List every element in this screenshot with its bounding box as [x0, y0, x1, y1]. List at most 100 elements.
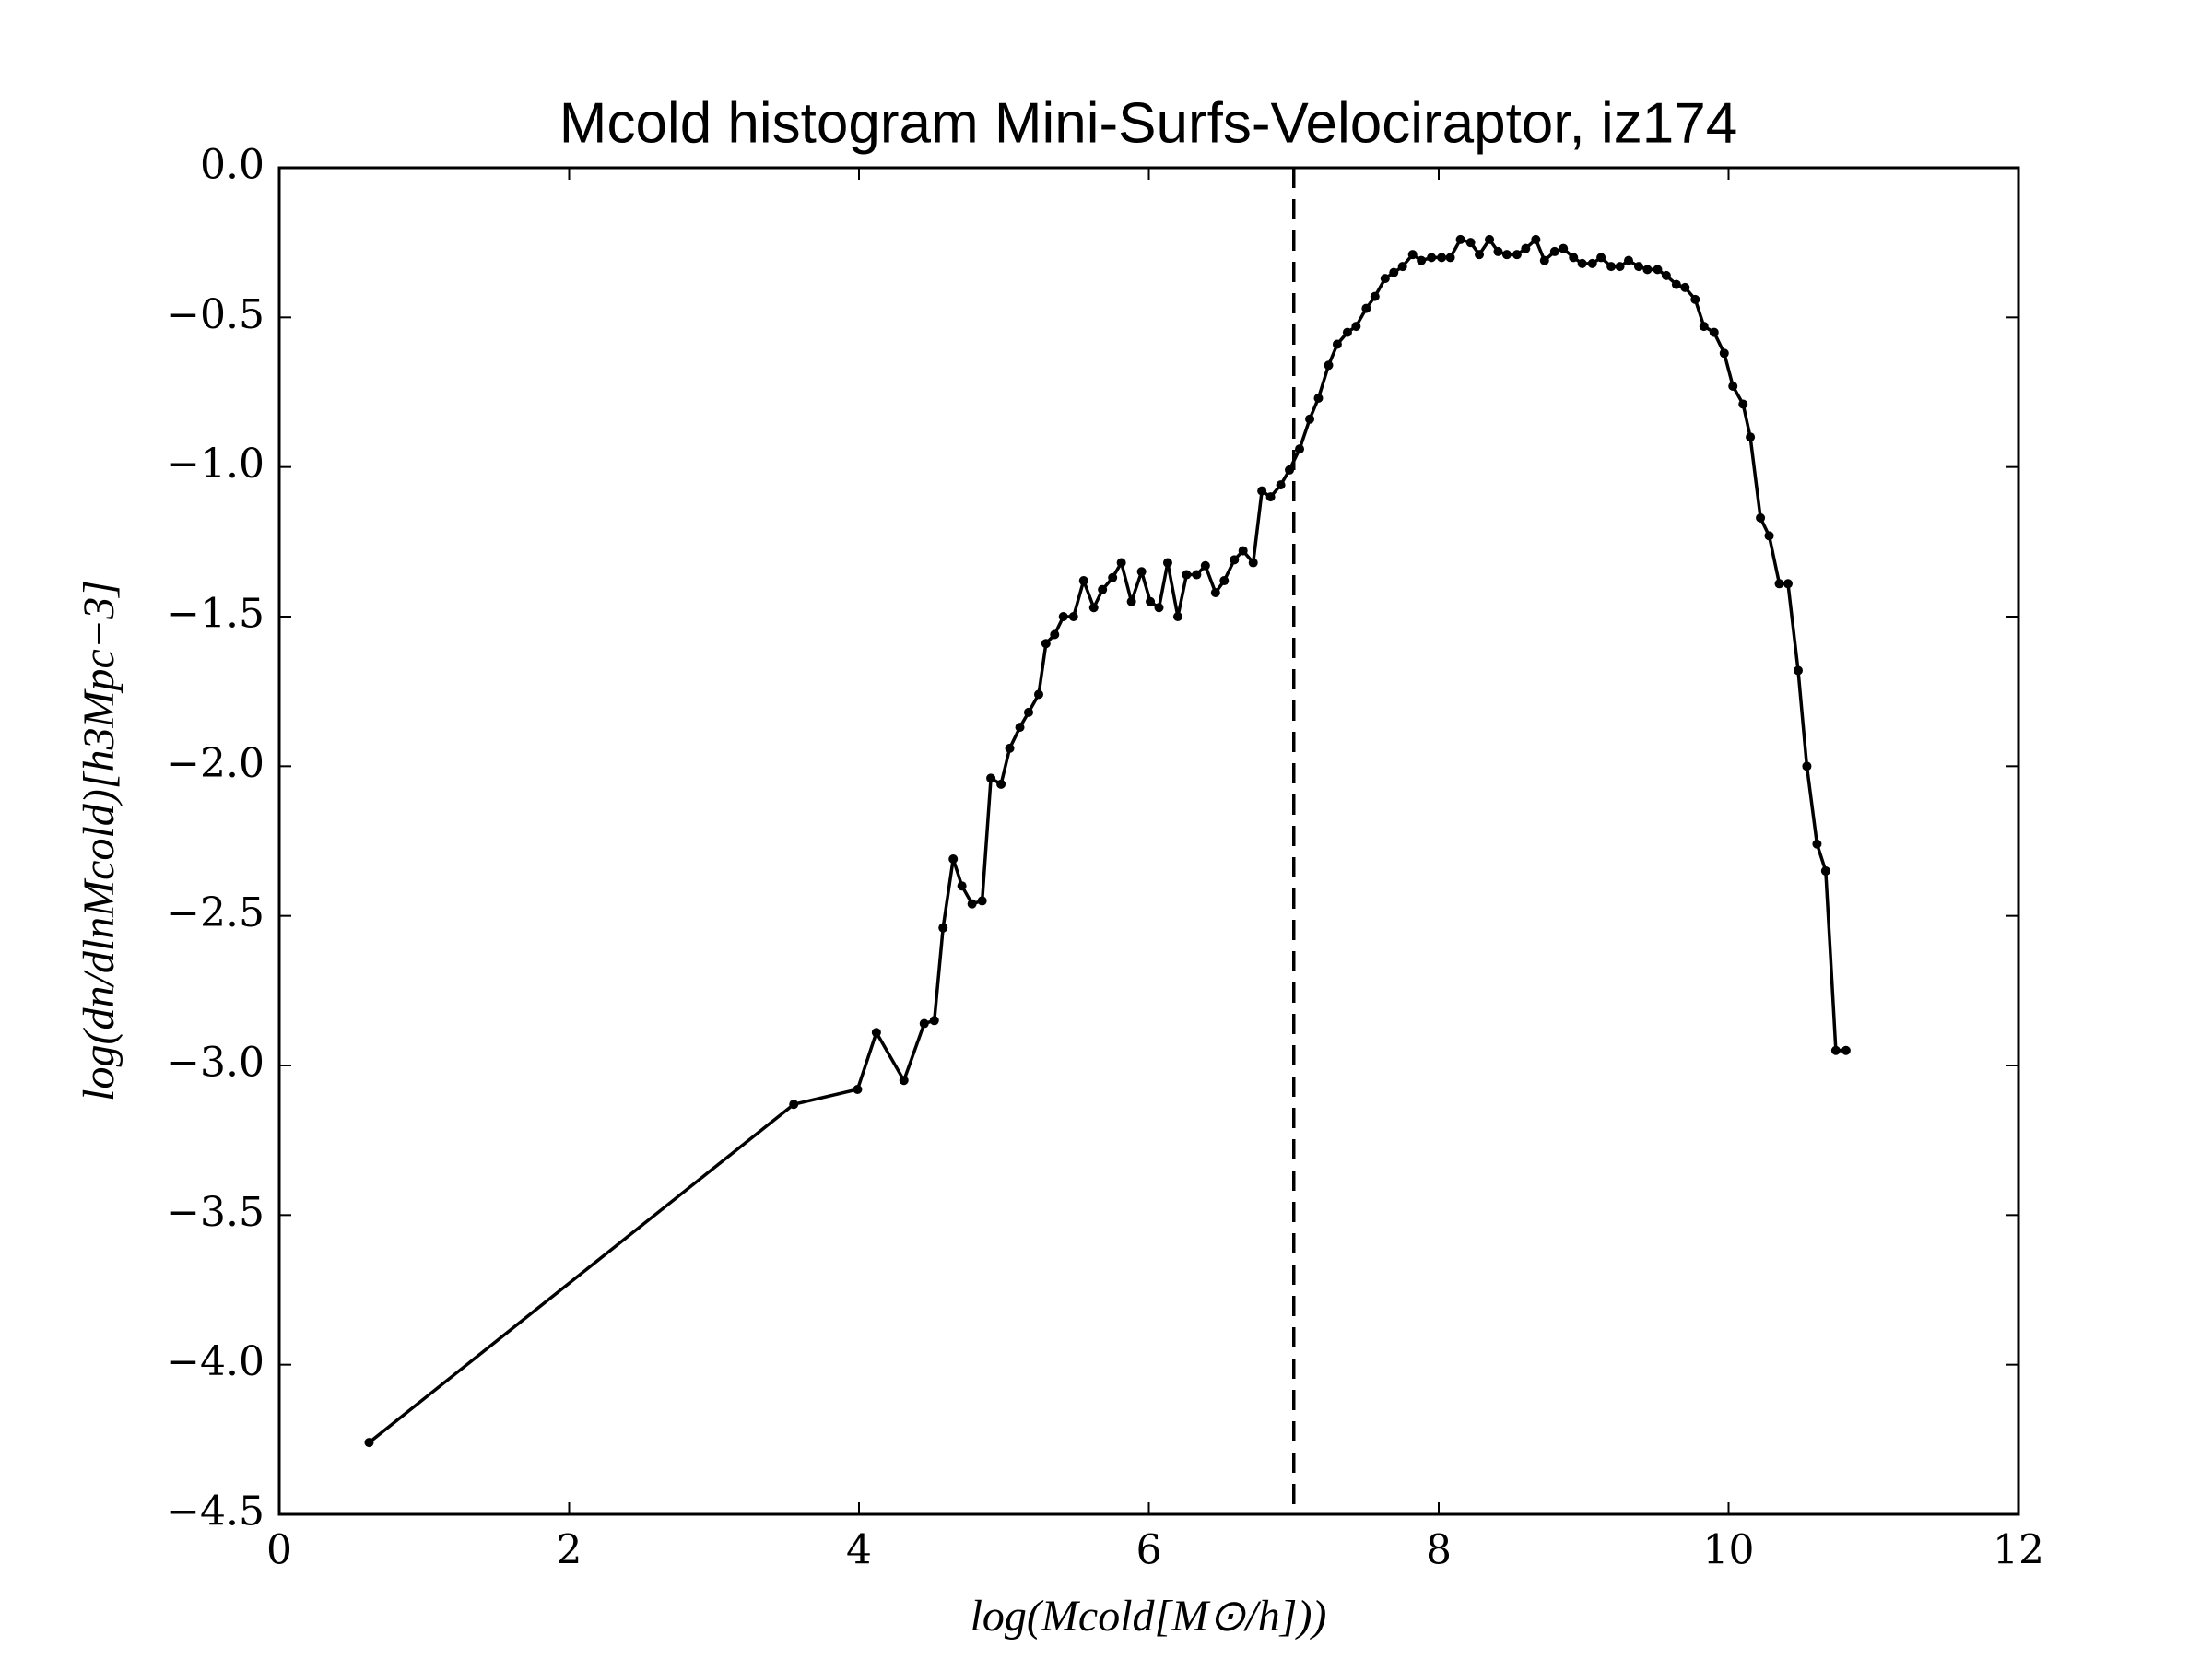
data-line: [368, 238, 1846, 1444]
data-point: [967, 899, 977, 909]
data-point: [1238, 546, 1248, 556]
y-tick-label: 0.0: [200, 142, 265, 189]
data-point: [1417, 255, 1427, 265]
data-point: [977, 896, 987, 906]
data-point: [1549, 246, 1559, 256]
data-point: [1539, 255, 1549, 265]
data-point: [1577, 258, 1587, 268]
data-point: [1397, 262, 1407, 272]
data-point: [929, 1016, 939, 1026]
y-tick-label: −3.5: [166, 1189, 265, 1236]
y-tick-label: −1.0: [166, 441, 265, 488]
data-point: [1058, 612, 1068, 621]
data-point: [1699, 322, 1709, 332]
data-point: [1642, 265, 1653, 275]
data-point: [1653, 265, 1663, 275]
data-point: [1680, 282, 1690, 292]
plot-frame: [277, 166, 2020, 1516]
data-point: [1265, 492, 1276, 502]
data-point: [1830, 1045, 1841, 1055]
data-point: [899, 1076, 909, 1086]
x-tick-label: 2: [557, 1527, 582, 1574]
data-point: [1455, 234, 1465, 244]
data-point: [1078, 576, 1088, 586]
data-point: [1219, 576, 1230, 586]
y-tick-label: −2.0: [166, 740, 265, 787]
x-axis-label: log(Mcold[M⊙/h])): [971, 1592, 1327, 1641]
y-tick-label: −4.5: [166, 1488, 265, 1535]
data-point: [1587, 258, 1597, 268]
x-tick-label: 10: [1703, 1527, 1755, 1574]
data-point: [789, 1100, 799, 1110]
data-point: [1501, 250, 1512, 260]
data-point: [1671, 279, 1681, 289]
data-point: [1793, 665, 1803, 676]
data-point: [919, 1018, 929, 1029]
data-point: [1098, 584, 1108, 594]
data-point: [1738, 399, 1748, 409]
data-point: [1690, 294, 1700, 304]
data-point: [1719, 348, 1729, 359]
data-point: [1068, 612, 1078, 621]
data-point: [853, 1084, 863, 1094]
data-point: [1285, 465, 1295, 475]
data-point: [1162, 558, 1172, 568]
y-tick-label: −4.0: [166, 1338, 265, 1385]
data-point: [1615, 262, 1625, 272]
chart-title: Mcold histogram Mini-Surfs-Velociraptor,…: [559, 91, 1737, 155]
data-point: [1313, 393, 1324, 403]
data-point: [1041, 639, 1051, 649]
data-point: [938, 923, 948, 933]
data-point: [1005, 743, 1015, 753]
data-point: [1389, 267, 1399, 277]
data-point: [1512, 250, 1522, 260]
data-point: [1802, 761, 1812, 771]
data-point: [1437, 253, 1447, 263]
data-point: [1146, 596, 1156, 606]
data-point: [1050, 629, 1060, 640]
y-axis-label: log(dn/dlnMcold)[h3Mpc−3]: [75, 580, 124, 1101]
data-point: [1108, 572, 1118, 582]
data-point: [1295, 444, 1305, 454]
data-point: [1015, 723, 1025, 733]
y-tick-label: −0.5: [166, 291, 265, 338]
data-point: [871, 1028, 881, 1038]
x-tick-label: 12: [1993, 1527, 2044, 1574]
data-point: [1559, 243, 1569, 253]
x-tick-label: 4: [846, 1527, 872, 1574]
data-point: [1276, 480, 1286, 490]
data-point: [1351, 322, 1361, 332]
data-point: [1445, 253, 1455, 263]
data-point: [1023, 707, 1033, 717]
y-tick-label: −2.5: [166, 889, 265, 936]
data-point: [1182, 570, 1192, 580]
data-point: [1774, 579, 1784, 589]
data-point: [1248, 558, 1258, 568]
data-point: [1324, 360, 1334, 371]
data-point: [1623, 255, 1633, 265]
data-point: [957, 881, 967, 891]
data-point: [1634, 262, 1644, 272]
data-point: [1728, 382, 1738, 392]
data-point: [948, 853, 959, 864]
data-point: [1475, 250, 1485, 260]
data-point: [1230, 555, 1240, 565]
data-point: [1812, 839, 1822, 849]
data-point: [1606, 262, 1617, 272]
data-point: [986, 773, 996, 783]
x-tick-label: 0: [266, 1527, 292, 1574]
data-point: [1126, 596, 1136, 606]
data-point: [1756, 512, 1766, 523]
data-point: [1485, 234, 1495, 244]
data-point: [1380, 274, 1390, 284]
y-tick-label: −3.0: [166, 1040, 265, 1087]
data-point: [1841, 1045, 1851, 1055]
data-point: [996, 779, 1006, 789]
data-point: [1596, 253, 1606, 263]
data-point: [1531, 234, 1541, 244]
data-point: [1210, 588, 1220, 598]
data-point: [1361, 303, 1371, 313]
data-point: [1257, 486, 1267, 496]
data-point: [1764, 531, 1774, 541]
